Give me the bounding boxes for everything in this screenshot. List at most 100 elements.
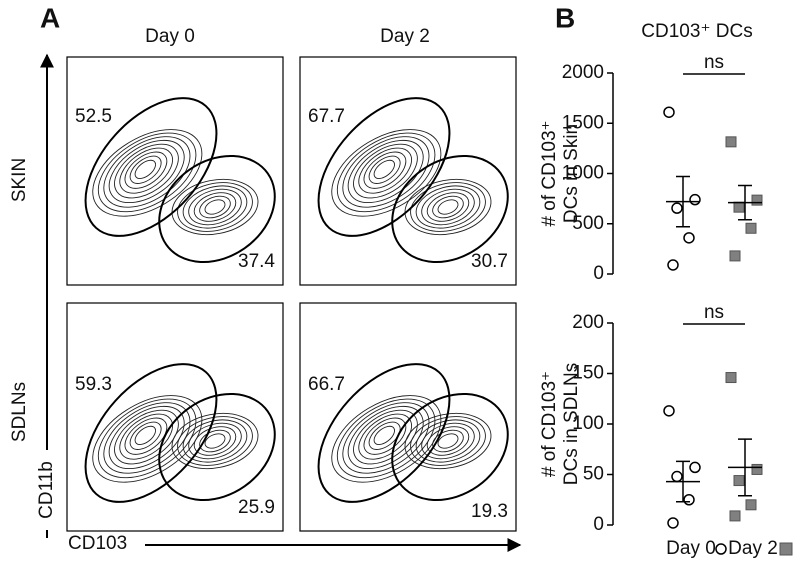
contour	[410, 416, 486, 466]
data-point	[663, 405, 675, 417]
data-point	[751, 194, 763, 206]
contour	[103, 402, 191, 474]
data-point	[751, 463, 763, 475]
contour	[404, 412, 492, 470]
legend-marker	[715, 543, 727, 555]
error-bar	[676, 175, 690, 228]
gate	[84, 363, 218, 503]
row-label: SDLNs	[9, 382, 30, 442]
error-bar	[676, 460, 690, 503]
contour	[331, 129, 442, 217]
y-axis-label: # of CD103⁺	[539, 371, 560, 477]
gate	[391, 154, 509, 264]
gate-percentage: 52.5	[75, 106, 112, 127]
data-point	[725, 372, 737, 384]
data-point	[729, 510, 741, 522]
contour	[353, 409, 418, 465]
contour	[171, 178, 259, 236]
contour	[129, 155, 162, 184]
gate	[317, 363, 451, 503]
error-bar	[738, 184, 752, 221]
contour	[347, 139, 424, 204]
gate-percentage: 67.7	[308, 106, 345, 127]
gate	[391, 392, 509, 502]
contour	[347, 405, 424, 470]
y-tick-label: 100	[572, 413, 604, 434]
data-point	[733, 475, 745, 487]
gate	[158, 392, 276, 502]
axis-label: CD11b	[36, 461, 57, 519]
contour	[124, 417, 168, 455]
contour	[410, 182, 486, 232]
label-bg	[30, 450, 64, 530]
data-point	[683, 232, 695, 244]
y-tick-label: 150	[572, 363, 604, 384]
contour	[373, 425, 395, 445]
axis-label: CD103	[68, 533, 127, 554]
gate-percentage: 30.7	[471, 251, 508, 272]
data-point	[745, 499, 757, 511]
y-axis-label: DCs in SDLNs	[561, 363, 582, 485]
panel-title: CD103⁺ DCs	[641, 21, 752, 42]
y-tick-label: 50	[583, 464, 604, 485]
data-point	[733, 201, 745, 213]
contour	[204, 199, 226, 215]
y-axis-label: DCs in Skin	[561, 124, 582, 223]
data-point	[689, 461, 701, 474]
contour	[353, 143, 418, 199]
contour	[336, 132, 436, 213]
contour	[342, 402, 430, 474]
y-tick-label: 2000	[562, 62, 604, 83]
contour	[92, 395, 203, 483]
contour	[134, 425, 156, 445]
contour	[134, 159, 156, 179]
contour	[193, 192, 237, 222]
contour	[363, 151, 407, 189]
row-label: SKIN	[9, 158, 30, 202]
data-point	[725, 136, 737, 148]
contour	[437, 433, 459, 449]
gate	[158, 154, 276, 264]
x-category-label: Day 2	[728, 538, 778, 559]
data-point	[745, 222, 757, 234]
contour	[204, 433, 226, 449]
contour	[336, 398, 436, 479]
gate-percentage: 37.4	[238, 251, 275, 272]
contour	[97, 398, 197, 479]
contour	[199, 195, 231, 219]
contour	[437, 199, 459, 215]
data-point	[671, 470, 683, 483]
data-point	[689, 193, 701, 206]
contour	[421, 188, 475, 226]
gate	[84, 97, 218, 237]
y-tick-label: 1500	[562, 112, 604, 133]
x-category-label: Day 0	[666, 538, 716, 559]
legend-marker	[779, 542, 793, 556]
contour	[171, 412, 259, 470]
significance-label: ns	[704, 302, 724, 323]
data-point	[663, 106, 675, 118]
flow-plots: 52.5 37.4 67.7 30.7 59.3 25.9 66.7 19.3	[66, 56, 517, 532]
gate-percentage: 25.9	[238, 497, 275, 518]
error-bar	[738, 438, 752, 497]
gate	[317, 97, 451, 237]
contour	[342, 136, 430, 208]
gate-percentage: 19.3	[471, 501, 508, 522]
panel-letter: A	[40, 2, 60, 33]
y-axis-label: # of CD103⁺	[539, 120, 560, 226]
y-tick-label: 1000	[562, 163, 604, 184]
contour	[177, 416, 253, 466]
contour	[92, 129, 203, 217]
data-point	[683, 494, 695, 506]
data-point	[667, 517, 679, 529]
contour	[331, 395, 442, 483]
contour	[373, 159, 395, 179]
contour	[426, 192, 470, 222]
y-tick-label: 500	[572, 213, 604, 234]
significance-label: ns	[704, 52, 724, 73]
y-tick-label: 0	[593, 263, 604, 284]
contour	[368, 155, 401, 184]
data-point	[671, 202, 683, 214]
contour	[182, 185, 248, 229]
